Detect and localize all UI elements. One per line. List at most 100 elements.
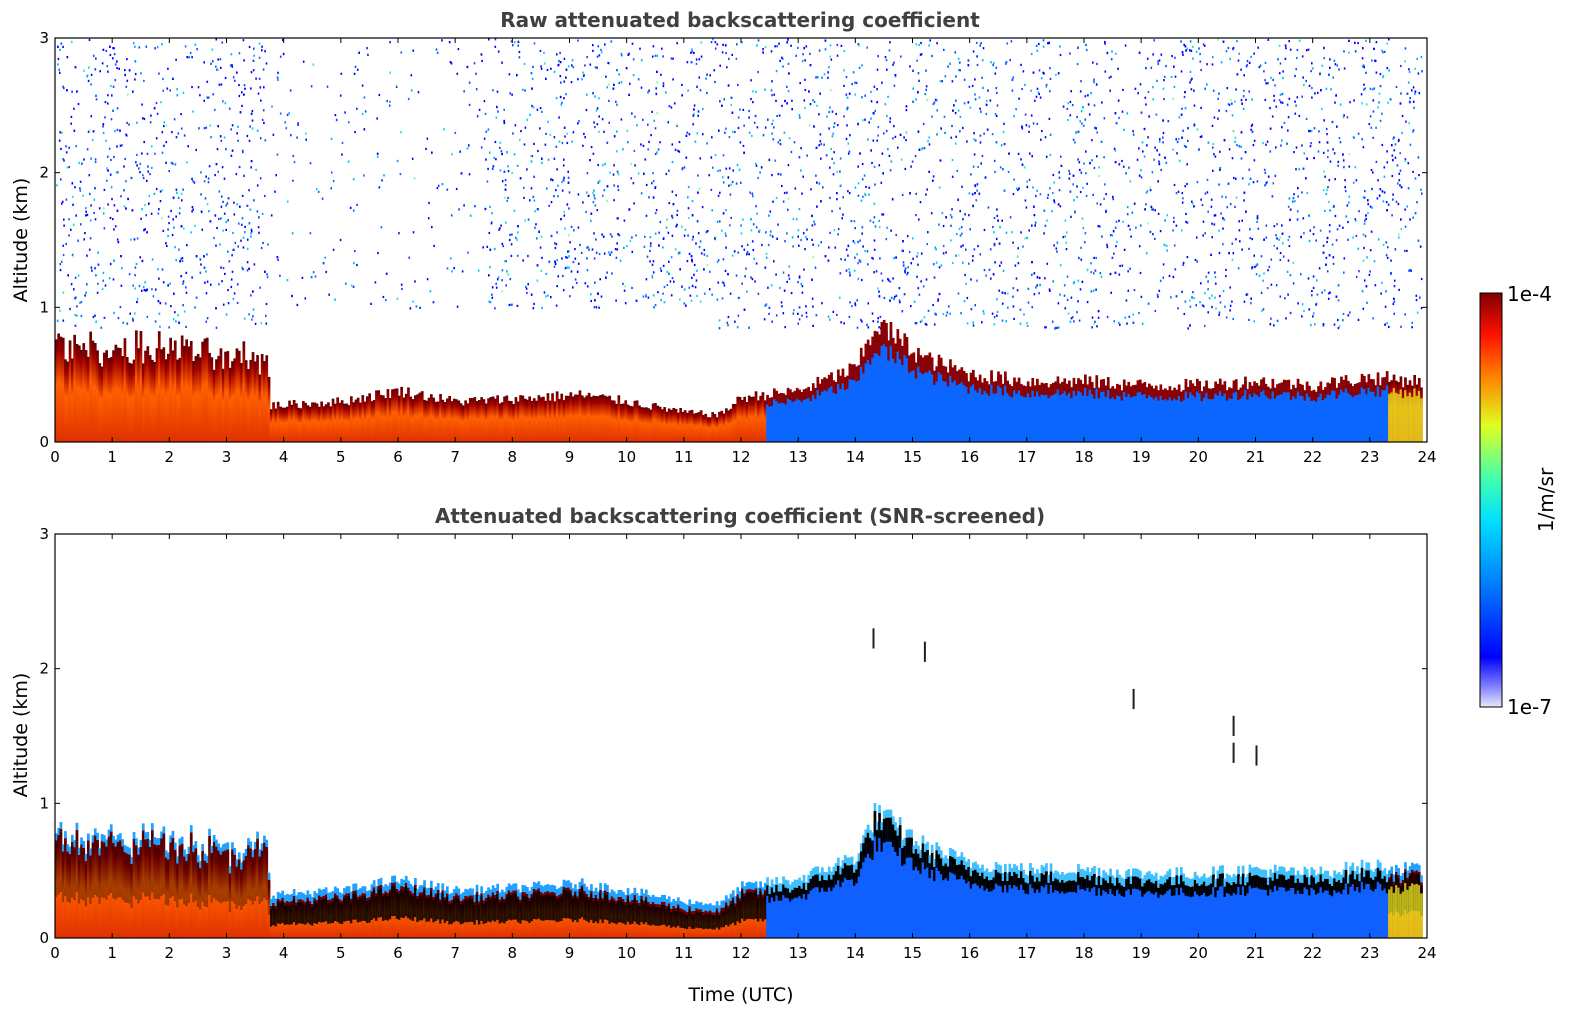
noise-point bbox=[491, 286, 494, 289]
noise-point bbox=[395, 85, 398, 88]
layer-column bbox=[196, 353, 200, 442]
noise-point bbox=[1365, 39, 1367, 42]
noise-point bbox=[918, 293, 921, 296]
noise-point bbox=[685, 304, 687, 307]
noise-point bbox=[389, 71, 391, 74]
noise-point bbox=[997, 219, 999, 222]
noise-point bbox=[1079, 168, 1081, 172]
noise-point bbox=[870, 90, 872, 94]
noise-point bbox=[773, 93, 775, 96]
noise-point bbox=[1101, 235, 1103, 238]
noise-point bbox=[1354, 218, 1356, 221]
noise-point bbox=[455, 187, 458, 191]
noise-point bbox=[683, 302, 686, 305]
noise-point bbox=[255, 168, 257, 171]
noise-point bbox=[1106, 246, 1109, 249]
layer-column bbox=[151, 359, 154, 442]
noise-point bbox=[861, 96, 863, 99]
noise-point bbox=[250, 230, 253, 233]
noise-point bbox=[536, 264, 539, 267]
noise-point bbox=[241, 194, 244, 197]
noise-point bbox=[130, 238, 132, 241]
noise-point bbox=[965, 282, 967, 285]
layer-column bbox=[100, 366, 104, 442]
noise-point bbox=[1343, 114, 1345, 117]
noise-point bbox=[920, 252, 923, 255]
noise-point bbox=[666, 218, 668, 221]
noise-point bbox=[1195, 236, 1198, 239]
layer-column bbox=[148, 355, 152, 442]
noise-point bbox=[1077, 300, 1079, 303]
noise-point bbox=[501, 61, 503, 64]
noise-point bbox=[158, 72, 160, 75]
noise-point bbox=[159, 190, 162, 193]
noise-point bbox=[1200, 282, 1202, 285]
noise-point bbox=[1204, 232, 1206, 235]
noise-point bbox=[1286, 103, 1289, 106]
noise-point bbox=[877, 134, 879, 137]
noise-point bbox=[533, 199, 536, 202]
noise-point bbox=[159, 325, 161, 328]
noise-point bbox=[1295, 146, 1298, 149]
noise-point bbox=[466, 147, 469, 150]
noise-point bbox=[62, 158, 64, 161]
noise-point bbox=[717, 281, 720, 284]
noise-point bbox=[877, 320, 879, 323]
noise-point bbox=[468, 173, 471, 176]
noise-point bbox=[492, 165, 495, 168]
noise-point bbox=[1279, 258, 1282, 262]
layer-top-column bbox=[830, 372, 833, 387]
noise-point bbox=[1266, 140, 1269, 143]
noise-point bbox=[98, 207, 101, 210]
noise-point bbox=[1095, 288, 1097, 291]
noise-point bbox=[241, 104, 243, 107]
noise-point bbox=[805, 305, 807, 308]
layer-column bbox=[514, 397, 518, 442]
noise-point bbox=[1235, 238, 1237, 241]
noise-point bbox=[783, 191, 786, 195]
noise-point bbox=[1078, 256, 1080, 260]
noise-point bbox=[628, 208, 631, 211]
noise-point bbox=[729, 193, 732, 196]
noise-point bbox=[399, 173, 402, 176]
layer-column bbox=[530, 400, 534, 442]
noise-point bbox=[309, 162, 312, 165]
noise-point bbox=[1390, 271, 1392, 275]
noise-point bbox=[1003, 143, 1006, 146]
layer-column bbox=[562, 400, 566, 442]
noise-point bbox=[593, 306, 596, 309]
noise-point bbox=[1292, 200, 1294, 203]
noise-point bbox=[1420, 55, 1423, 59]
layer-column bbox=[596, 396, 600, 442]
noise-point bbox=[1348, 39, 1350, 42]
noise-point bbox=[1414, 177, 1417, 180]
noise-point bbox=[976, 55, 978, 58]
layer-column bbox=[519, 395, 522, 442]
noise-point bbox=[548, 260, 551, 263]
noise-point bbox=[971, 193, 974, 196]
noise-point bbox=[687, 196, 689, 199]
noise-point bbox=[871, 256, 873, 260]
noise-point bbox=[831, 135, 834, 138]
noise-point bbox=[996, 104, 999, 107]
noise-field bbox=[56, 38, 1423, 330]
noise-point bbox=[999, 166, 1002, 169]
noise-point bbox=[1090, 92, 1092, 95]
noise-point bbox=[253, 199, 255, 202]
noise-point bbox=[1122, 220, 1124, 223]
noise-point bbox=[1273, 94, 1275, 97]
noise-point bbox=[1383, 50, 1386, 53]
noise-point bbox=[724, 269, 727, 272]
noise-point bbox=[1343, 67, 1346, 70]
noise-point bbox=[719, 220, 721, 223]
noise-point bbox=[928, 170, 930, 173]
layer-column bbox=[281, 407, 285, 442]
noise-point bbox=[1104, 42, 1106, 45]
noise-point bbox=[487, 128, 490, 131]
layer-column bbox=[548, 400, 552, 442]
noise-point bbox=[1071, 103, 1074, 107]
layer-column bbox=[295, 403, 298, 442]
noise-point bbox=[690, 51, 692, 54]
layer-column bbox=[157, 331, 161, 442]
noise-point bbox=[741, 245, 743, 248]
